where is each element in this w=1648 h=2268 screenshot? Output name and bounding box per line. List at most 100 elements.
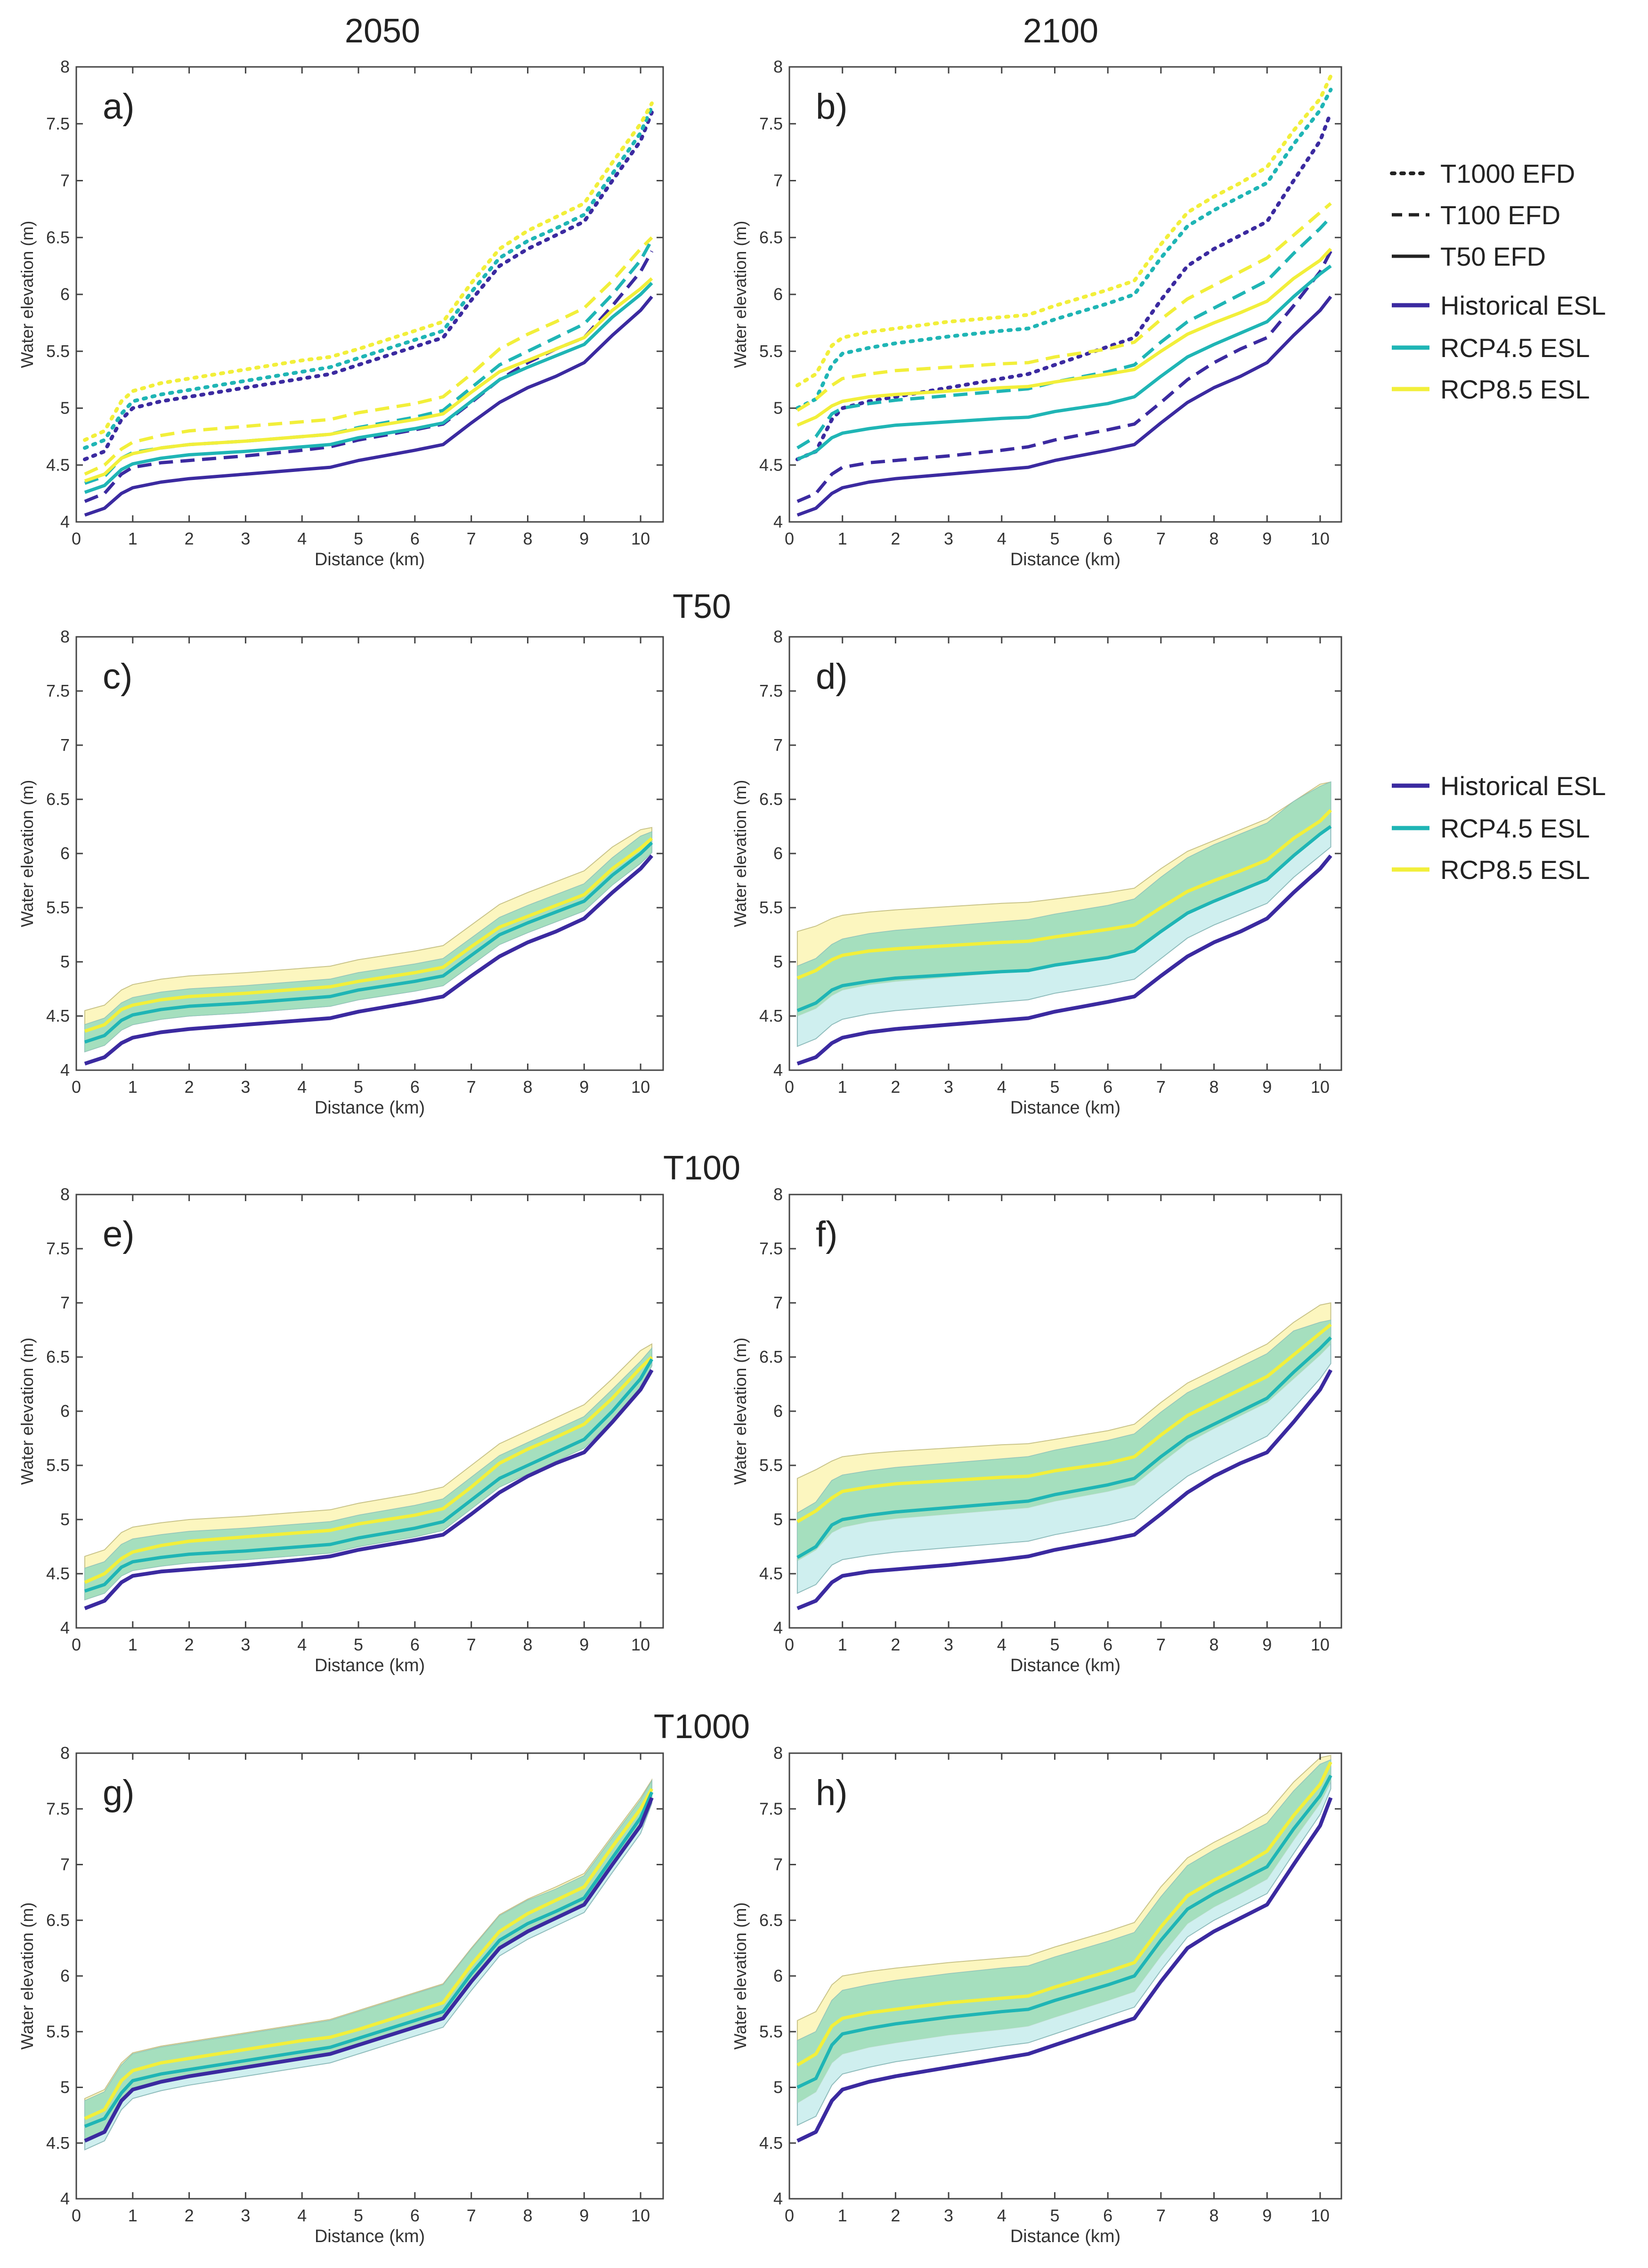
- panel-label: a): [103, 87, 135, 127]
- row-title-t50: T50: [673, 588, 731, 626]
- x-tick-label: 5: [1050, 529, 1059, 548]
- x-tick-label: 8: [523, 1635, 532, 1654]
- x-tick-label: 0: [785, 529, 794, 548]
- panel-label: f): [816, 1214, 837, 1254]
- x-tick-label: 8: [523, 2206, 532, 2225]
- y-tick-label: 5: [773, 1510, 783, 1529]
- y-tick-label: 8: [773, 57, 783, 76]
- series-line-6: [84, 277, 653, 483]
- y-axis-label: Water elevation (m): [731, 221, 750, 368]
- y-tick-label: 4: [773, 2189, 783, 2208]
- y-tick-label: 6.5: [759, 789, 783, 809]
- x-tick-label: 0: [72, 529, 81, 548]
- x-tick-label: 10: [1311, 2206, 1330, 2225]
- x-tick-label: 6: [410, 1635, 420, 1654]
- y-tick-label: 7: [60, 1293, 70, 1312]
- x-tick-label: 2: [185, 2206, 194, 2225]
- x-tick-label: 7: [467, 529, 476, 548]
- x-tick-label: 3: [944, 1635, 953, 1654]
- legend-top: T1000 EFD T100 EFD T50 EFD Historical ES…: [1390, 159, 1606, 404]
- y-tick-label: 7.5: [759, 1799, 783, 1818]
- panel-label: g): [103, 1773, 135, 1813]
- y-tick-label: 8: [60, 1185, 70, 1204]
- x-tick-label: 2: [891, 1635, 900, 1654]
- y-tick-label: 8: [60, 627, 70, 646]
- y-tick-label: 4.5: [759, 1006, 783, 1025]
- x-tick-label: 1: [128, 2206, 138, 2225]
- y-tick-label: 7.5: [46, 1239, 70, 1258]
- x-tick-label: 0: [72, 2206, 81, 2225]
- x-tick-label: 9: [579, 2206, 589, 2225]
- x-tick-label: 5: [354, 1077, 363, 1097]
- x-tick-label: 3: [241, 1635, 250, 1654]
- series-line-3: [796, 264, 1332, 461]
- x-tick-label: 1: [128, 1635, 138, 1654]
- series-line-8: [83, 101, 654, 442]
- x-tick-label: 4: [997, 1077, 1007, 1097]
- line-rcp85-median: [84, 1788, 654, 2120]
- series-line-5: [83, 105, 654, 450]
- x-tick-label: 9: [1262, 2206, 1272, 2225]
- series-line-4: [796, 216, 1332, 449]
- line-historical: [84, 854, 654, 1065]
- y-tick-label: 6: [773, 285, 783, 304]
- x-tick-label: 2: [891, 1077, 900, 1097]
- y-tick-label: 6.5: [46, 1347, 70, 1366]
- y-axis-label: Water elevation (m): [17, 780, 37, 927]
- x-tick-label: 1: [838, 1635, 847, 1654]
- legend-middle: Historical ESL RCP4.5 ESL RCP8.5 ESL: [1392, 771, 1606, 885]
- y-tick-label: 7.5: [759, 1239, 783, 1258]
- x-tick-label: 8: [1210, 1635, 1219, 1654]
- x-tick-label: 7: [467, 1635, 476, 1654]
- plot-marks: [796, 1302, 1333, 1610]
- legend-label-historical: Historical ESL: [1440, 291, 1606, 320]
- x-tick-label: 0: [72, 1077, 81, 1097]
- plot-marks: [84, 1778, 654, 2151]
- y-tick-label: 4: [60, 1060, 70, 1080]
- series-line-6: [796, 248, 1332, 427]
- y-tick-label: 4.5: [46, 2133, 70, 2153]
- x-tick-label: 7: [467, 2206, 476, 2225]
- line-rcp45-median: [796, 1336, 1332, 1559]
- y-tick-label: 6.5: [46, 1910, 70, 1930]
- panel-label: e): [103, 1214, 135, 1254]
- row-title-t100: T100: [663, 1149, 740, 1187]
- x-tick-label: 2: [185, 529, 194, 548]
- band-overlap: [797, 782, 1331, 1016]
- y-tick-label: 5.5: [46, 341, 70, 361]
- y-tick-label: 6: [60, 285, 70, 304]
- y-tick-label: 5.5: [759, 1455, 783, 1475]
- y-tick-label: 5: [60, 398, 70, 418]
- y-tick-label: 5: [773, 398, 783, 418]
- x-tick-label: 3: [944, 2206, 953, 2225]
- panel-label: h): [816, 1773, 848, 1813]
- y-tick-label: 6: [773, 1401, 783, 1421]
- x-tick-label: 6: [1103, 1635, 1112, 1654]
- series-line-0: [84, 295, 653, 517]
- legend-mid-label-rcp85: RCP8.5 ESL: [1440, 855, 1590, 885]
- x-tick-label: 1: [128, 529, 138, 548]
- y-tick-label: 4: [773, 1618, 783, 1637]
- line-rcp85-median: [796, 1761, 1332, 2067]
- x-tick-label: 6: [410, 529, 420, 548]
- y-tick-label: 4.5: [759, 455, 783, 474]
- y-axis-label: Water elevation (m): [17, 221, 37, 368]
- y-tick-label: 7.5: [46, 114, 70, 133]
- panel-g: 0 1 2 3 4 5 6 7 8 9 10 4 4.5 5 5.5 6 6.5 7 7.5 8 Distance (k…: [17, 1743, 664, 2246]
- y-tick-label: 6.5: [759, 228, 783, 247]
- y-tick-label: 7: [60, 735, 70, 755]
- column-title-2100: 2100: [1023, 12, 1098, 50]
- y-axis-label: Water elevation (m): [17, 1338, 37, 1485]
- series-line-1: [796, 250, 1332, 503]
- line-rcp45-median: [84, 841, 653, 1044]
- y-tick-label: 5.5: [759, 898, 783, 917]
- x-tick-label: 6: [1103, 2206, 1112, 2225]
- series-line-2: [795, 110, 1333, 462]
- panel-label: c): [103, 657, 132, 697]
- legend-label-t1000: T1000 EFD: [1440, 159, 1575, 188]
- line-historical: [796, 1369, 1333, 1610]
- band-overlap: [797, 1760, 1331, 2103]
- y-axis-label: Water elevation (m): [731, 1902, 750, 2050]
- x-tick-label: 9: [1262, 529, 1272, 548]
- x-tick-label: 5: [354, 529, 363, 548]
